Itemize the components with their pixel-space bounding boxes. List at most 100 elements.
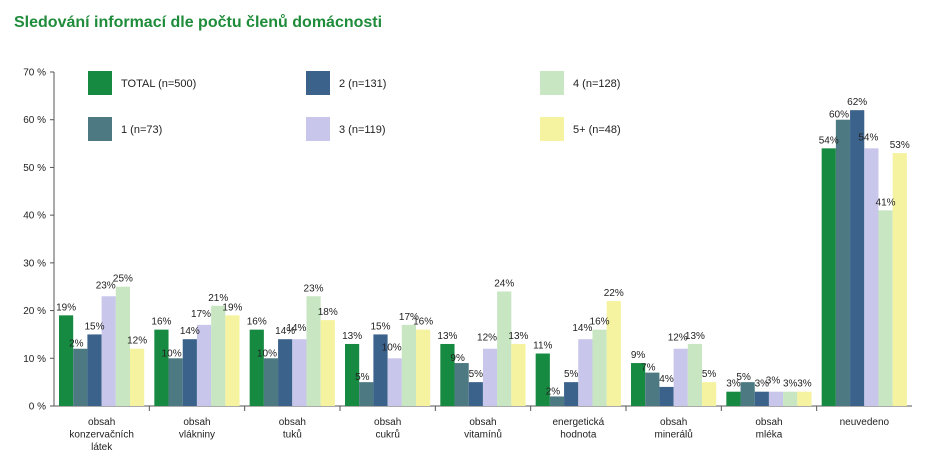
- data-label: 53%: [890, 140, 910, 151]
- data-label: 16%: [413, 317, 433, 328]
- category-label: tuků: [283, 429, 302, 441]
- bar: [306, 296, 321, 406]
- data-label: 12%: [668, 333, 688, 344]
- bar: [249, 329, 264, 406]
- y-tick-label: 0 %: [29, 402, 46, 413]
- bar: [850, 110, 865, 407]
- data-label: 16%: [151, 317, 171, 328]
- data-label: 9%: [631, 350, 646, 361]
- bar: [468, 382, 483, 406]
- bar: [578, 339, 593, 406]
- data-label: 14%: [275, 326, 295, 337]
- data-label: 10%: [257, 348, 277, 359]
- data-label: 3%: [783, 379, 798, 390]
- category-label: vlákniny: [179, 430, 215, 441]
- data-label: 21%: [208, 293, 228, 304]
- data-label: 3%: [797, 379, 812, 390]
- bar: [73, 348, 88, 406]
- bar: [196, 324, 212, 406]
- bar: [482, 348, 498, 406]
- data-label: 13%: [508, 331, 528, 342]
- bar: [673, 348, 688, 406]
- category-label: neuvedeno: [840, 417, 890, 428]
- data-label: 16%: [590, 317, 610, 328]
- y-tick-label: 20 %: [23, 306, 46, 317]
- data-label: 7%: [641, 363, 656, 374]
- category-label: obsah: [755, 417, 782, 428]
- bar: [401, 324, 416, 406]
- data-label: 19%: [222, 302, 242, 313]
- bar: [797, 391, 812, 406]
- bar: [511, 343, 526, 406]
- category-label: mléka: [756, 430, 783, 441]
- data-label: 41%: [876, 197, 896, 208]
- legend-swatch: [306, 117, 330, 141]
- data-label: 22%: [604, 288, 624, 299]
- category-label: hodnota: [560, 430, 597, 441]
- data-label: 54%: [858, 132, 878, 143]
- bar: [263, 358, 279, 406]
- bar: [440, 343, 455, 406]
- bar: [564, 382, 579, 406]
- category-label: obsah: [88, 417, 115, 428]
- bar: [497, 291, 512, 406]
- legend-label: TOTAL (n=500): [121, 78, 196, 90]
- data-label: 25%: [113, 274, 133, 285]
- data-label: 3%: [766, 376, 781, 387]
- bar: [115, 286, 130, 406]
- data-label: 62%: [847, 97, 867, 108]
- bar: [59, 315, 74, 406]
- data-label: 5%: [355, 372, 370, 383]
- bar: [659, 386, 674, 406]
- bar: [645, 372, 660, 406]
- category-label: obsah: [374, 417, 401, 428]
- y-tick-label: 40 %: [23, 211, 46, 222]
- bar: [592, 329, 607, 406]
- category-label: minerálů: [654, 429, 692, 441]
- category-label: obsah: [660, 417, 687, 428]
- data-label: 5%: [469, 369, 484, 380]
- bar: [387, 358, 402, 406]
- data-label: 10%: [162, 348, 182, 359]
- y-tick-label: 60 %: [23, 115, 46, 126]
- bar: [182, 339, 197, 406]
- bar: [359, 382, 374, 406]
- legend-label: 2 (n=131): [339, 78, 386, 90]
- data-label: 17%: [399, 312, 419, 323]
- category-label: obsah: [279, 417, 306, 428]
- bar: [154, 329, 169, 406]
- category-label: cukrů: [375, 429, 399, 441]
- data-label: 19%: [56, 302, 76, 313]
- bar: [416, 329, 431, 406]
- data-label: 13%: [342, 331, 362, 342]
- chart-title: Sledování informací dle počtu členů domá…: [14, 14, 383, 31]
- data-label: 18%: [318, 307, 338, 318]
- bar: [864, 148, 879, 407]
- bar: [754, 391, 769, 406]
- bar: [835, 119, 851, 406]
- legend-swatch: [306, 71, 330, 95]
- y-tick-label: 30 %: [23, 258, 46, 269]
- bar: [278, 339, 293, 406]
- bar: [211, 305, 226, 406]
- data-label: 23%: [304, 283, 324, 294]
- y-tick-label: 10 %: [23, 354, 46, 365]
- bar: [535, 353, 550, 406]
- legend-label: 5+ (n=48): [573, 124, 621, 136]
- bar: [101, 296, 116, 406]
- data-label: 9%: [450, 353, 465, 364]
- data-label: 14%: [286, 323, 306, 334]
- bar: [878, 210, 893, 406]
- data-label: 12%: [477, 333, 497, 344]
- legend-swatch: [88, 71, 112, 95]
- bar: [892, 153, 907, 406]
- data-label: 16%: [247, 317, 267, 328]
- category-label: látek: [91, 442, 113, 453]
- bar: [768, 391, 784, 406]
- bar: [606, 301, 621, 406]
- data-label: 17%: [191, 309, 211, 320]
- bar: [292, 339, 307, 406]
- category-label: obsah: [183, 417, 210, 428]
- data-label: 14%: [180, 326, 200, 337]
